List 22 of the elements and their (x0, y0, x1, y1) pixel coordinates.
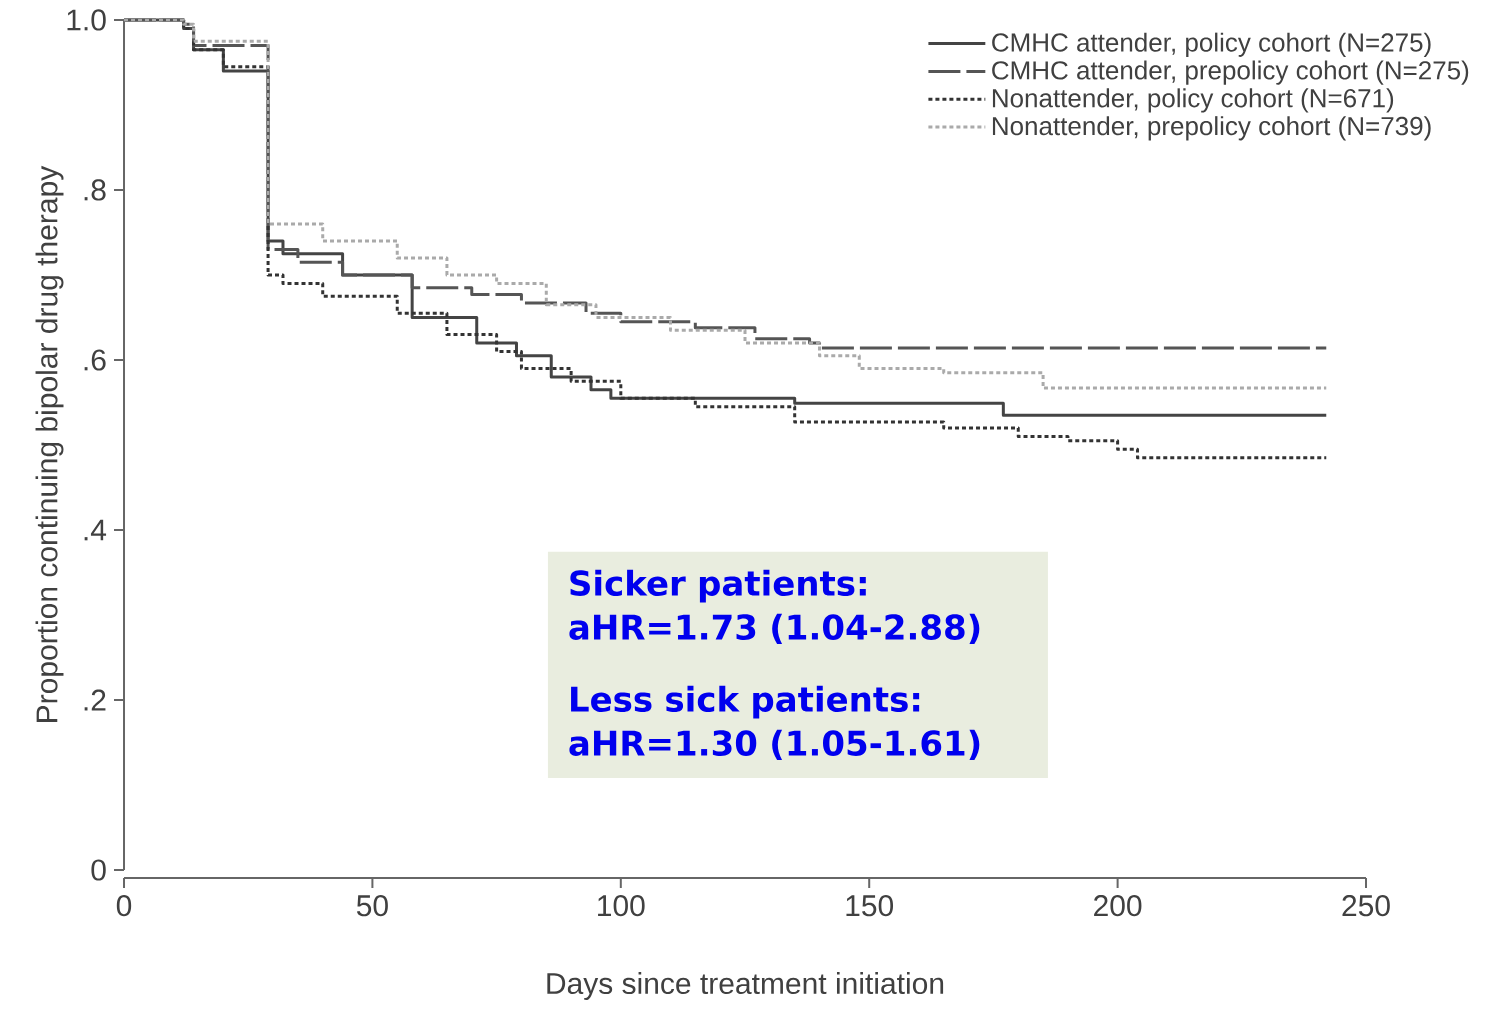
legend-label: Nonattender, prepolicy cohort (N=739) (992, 116, 1431, 141)
annotation: Sicker patients: (570, 569, 866, 603)
x-axis-title: Days since treatment initiation (547, 972, 944, 1001)
y-tick-label: 0 (91, 859, 106, 881)
x-tick-label: 250 (1342, 895, 1390, 917)
legend-label: CMHC attender, policy cohort (N=275) (992, 32, 1431, 57)
y-tick-label: .6 (84, 349, 106, 371)
annotation: aHR=1.30 (1.05-1.61) (569, 729, 980, 760)
y-axis-title: Proportion continuing bipolar drug therapy (35, 165, 64, 722)
legend-label: CMHC attender, prepolicy cohort (N=275) (992, 60, 1469, 85)
x-tick-label: 0 (116, 895, 132, 917)
x-tick-label: 100 (598, 895, 645, 917)
y-tick-label: 1.0 (67, 9, 106, 31)
x-tick-label: 200 (1094, 895, 1142, 917)
annotation: Less sick patients: (571, 685, 920, 719)
x-tick-label: 150 (846, 895, 894, 917)
y-tick-label: .4 (84, 519, 107, 541)
legend-label: Nonattender, policy cohort (N=671) (992, 88, 1394, 113)
x-tick-label: 50 (356, 895, 388, 917)
y-tick-label: .2 (84, 689, 106, 711)
annotation: aHR=1.73 (1.04-2.88) (569, 613, 980, 644)
y-tick-label: .8 (84, 179, 106, 201)
